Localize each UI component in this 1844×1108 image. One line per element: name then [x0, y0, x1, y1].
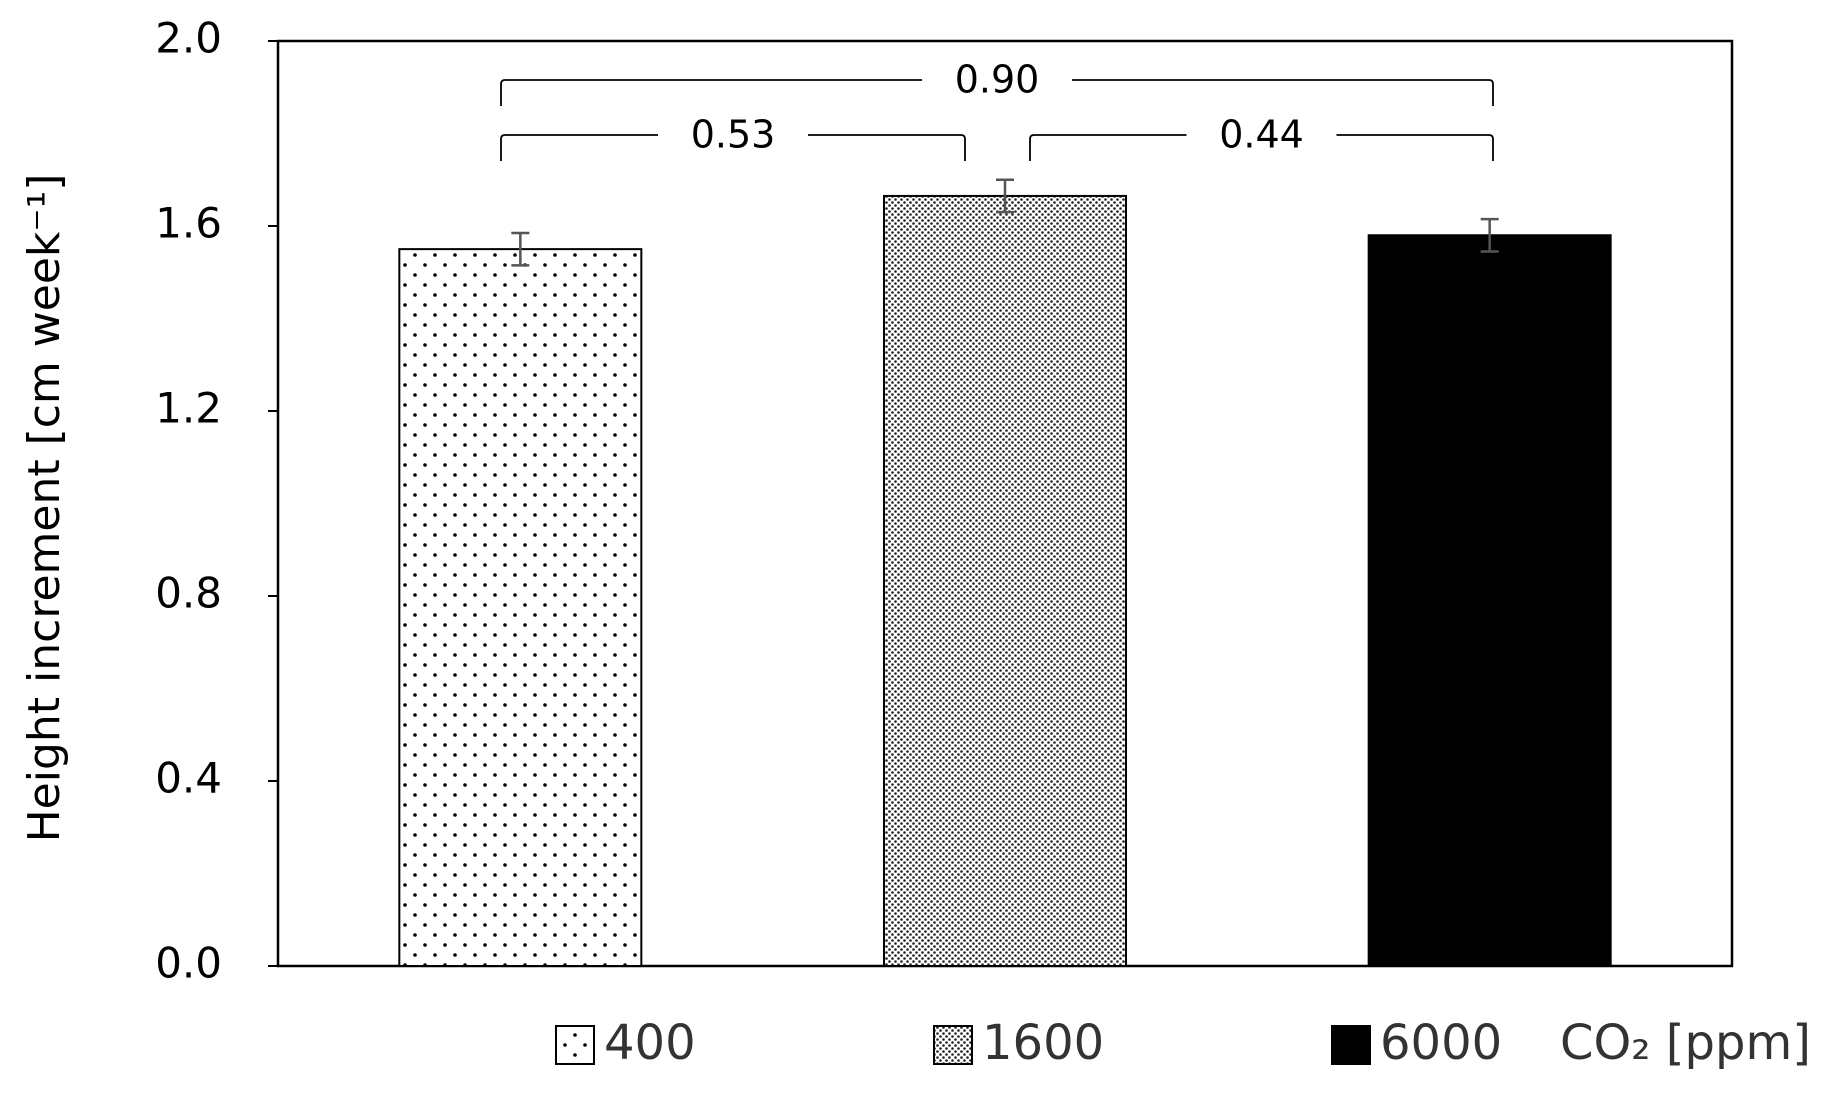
legend-swatch: [555, 1025, 595, 1065]
bracket: [1029, 134, 1494, 161]
y-tick-label: 1.2: [155, 384, 222, 433]
bracket: [500, 79, 1494, 106]
y-tick-label: 0.4: [155, 754, 222, 803]
legend-title: CO₂ [ppm]: [1560, 1015, 1811, 1071]
legend-label: 1600: [982, 1015, 1104, 1071]
annotation: 0.90: [955, 58, 1040, 102]
legend-swatch: [933, 1025, 973, 1065]
y-tick-label: 0.0: [155, 939, 222, 988]
legend-label: 400: [604, 1015, 696, 1071]
y-tick-label: 1.6: [155, 199, 222, 248]
bar: [883, 194, 1127, 967]
legend-swatch: [1331, 1025, 1371, 1065]
bar: [398, 248, 643, 967]
y-axis-label: Height increment [cm week⁻¹]: [19, 174, 70, 843]
bracket: [500, 134, 966, 161]
y-tick-label: 2.0: [155, 14, 222, 63]
annotation: 0.53: [691, 113, 776, 157]
legend-label: 6000: [1380, 1015, 1502, 1071]
y-tick-label: 0.8: [155, 569, 222, 618]
annotation: 0.44: [1219, 113, 1304, 157]
bar: [1367, 234, 1612, 967]
